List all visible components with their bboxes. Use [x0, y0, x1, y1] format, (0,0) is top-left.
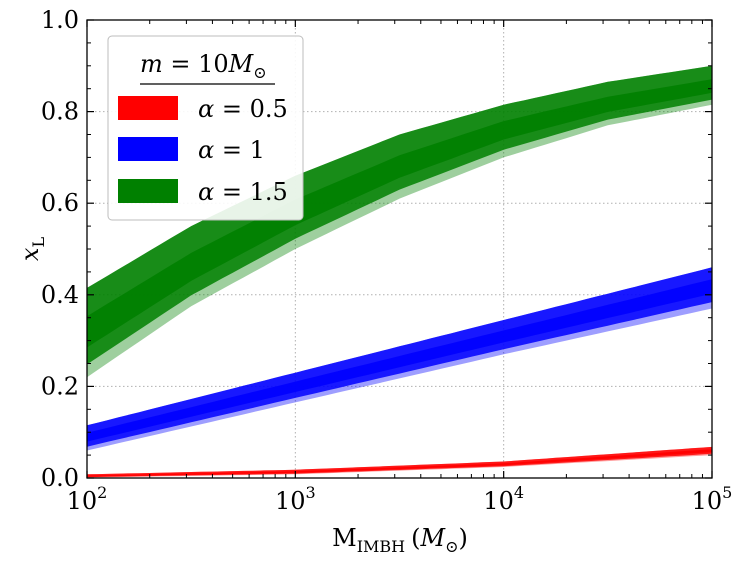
legend-label-alpha-1.5: α = 1.5 [198, 178, 288, 206]
legend: m = 10M⊙ α = 0.5 α = 1 α = 1.5 [107, 35, 304, 221]
legend-box [107, 35, 304, 221]
legend-label-alpha-1: α = 1 [198, 136, 265, 164]
y-tick-label: 0.0 [41, 464, 79, 492]
y-tick-label: 1.0 [41, 6, 79, 34]
x-tick-label: 102 [67, 483, 108, 515]
y-tick-label: 0.8 [41, 98, 79, 126]
band-alpha-1 [87, 267, 712, 451]
x-axis-title: MIMBH (M⊙) [332, 524, 468, 556]
band-center-alpha-1 [87, 279, 712, 442]
data-bands [87, 65, 712, 478]
legend-swatch-alpha-1.5 [118, 179, 178, 203]
legend-swatch-alpha-1 [118, 137, 178, 161]
x-tick-label: 105 [692, 483, 733, 515]
legend-label-alpha-0.5: α = 0.5 [198, 95, 288, 123]
y-axis-title: xL [16, 237, 48, 262]
x-tick-label: 103 [275, 483, 316, 515]
y-tick-label: 0.4 [41, 281, 79, 309]
legend-title: m = 10M⊙ [140, 50, 267, 82]
axis-ticks: 102 103 104 105 0.0 0.2 0.4 0.6 0.8 1.0 [41, 6, 733, 515]
y-tick-label: 0.6 [41, 189, 79, 217]
legend-swatch-alpha-0.5 [118, 96, 178, 120]
y-tick-label: 0.2 [41, 372, 79, 400]
x-tick-label: 104 [483, 483, 524, 515]
band-alpha-1.5 [87, 65, 712, 378]
